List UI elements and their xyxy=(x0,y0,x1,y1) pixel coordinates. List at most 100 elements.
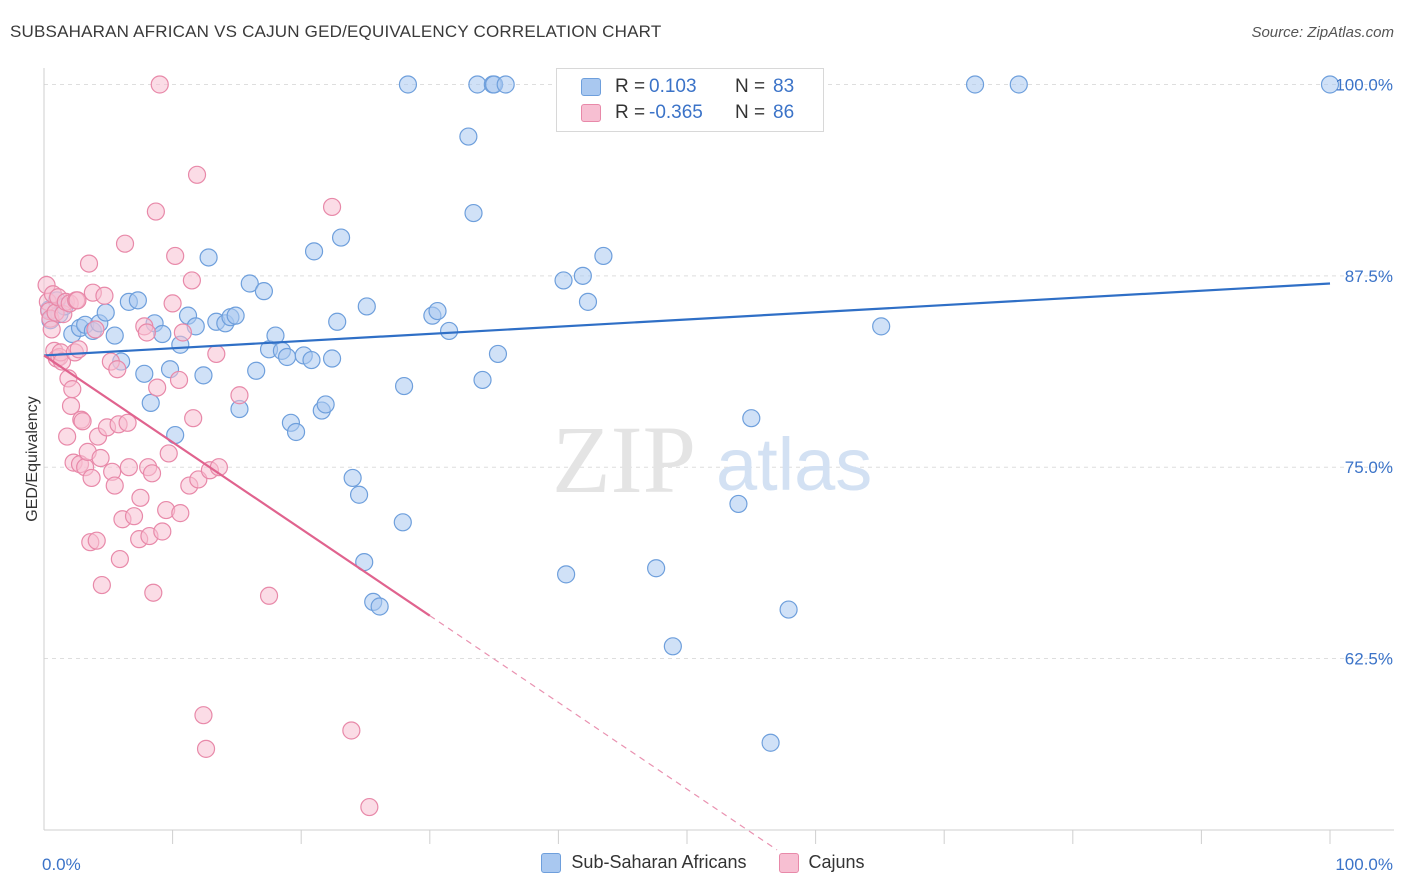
sub-saharan-point xyxy=(247,361,266,380)
cajun-point xyxy=(187,165,207,184)
cajun-point xyxy=(230,386,249,405)
cajun-point xyxy=(68,291,87,310)
axis-layer xyxy=(43,68,1394,844)
sub-saharan-point xyxy=(302,350,321,370)
cajun-point xyxy=(42,320,61,339)
sub-saharan-point xyxy=(394,376,414,396)
x-tick-label: 0.0% xyxy=(42,855,81,874)
sub-saharan-point xyxy=(663,637,682,656)
trend-line-cajuns xyxy=(43,354,431,617)
sub-saharan-point xyxy=(578,292,598,311)
sub-saharan-point xyxy=(1009,75,1028,94)
sub-saharan-point xyxy=(357,297,376,316)
sub-saharan-point xyxy=(779,600,798,619)
sub-saharan-point xyxy=(128,291,147,310)
legend-item-sub-saharan[interactable]: Sub-Saharan Africans xyxy=(541,852,747,873)
cajun-point xyxy=(360,797,379,817)
sub-saharan-point xyxy=(322,349,342,368)
legend-swatch-blue xyxy=(581,78,601,96)
cajun-point xyxy=(108,360,127,379)
sub-saharan-point xyxy=(557,565,576,584)
sub-saharan-point xyxy=(496,75,515,94)
cajun-point xyxy=(196,739,216,758)
series-legend: Sub-Saharan Africans Cajuns xyxy=(0,852,1406,873)
y-tick-label: 100.0% xyxy=(1335,75,1393,94)
chart-source: Source: ZipAtlas.com xyxy=(1251,24,1394,41)
legend-r-value: -0.365 xyxy=(649,102,703,123)
sub-saharan-point xyxy=(141,393,160,413)
sub-saharan-point xyxy=(370,597,389,616)
sub-saharan-point xyxy=(105,326,124,345)
cajun-point xyxy=(169,370,189,390)
sub-saharan-point xyxy=(965,75,985,94)
cajun-point xyxy=(92,575,111,595)
sub-saharan-point xyxy=(761,733,780,752)
sub-saharan-point xyxy=(199,248,218,267)
cajun-point xyxy=(79,254,99,273)
cajun-point xyxy=(69,340,88,359)
legend-r-label: R = xyxy=(615,102,646,123)
cajun-point xyxy=(63,380,82,399)
sub-saharan-point xyxy=(194,366,213,385)
sub-saharan-point xyxy=(226,306,245,325)
sub-saharan-point xyxy=(398,75,418,94)
legend-item-label: Sub-Saharan Africans xyxy=(571,852,747,872)
sub-saharan-point xyxy=(647,559,666,578)
sub-saharan-point xyxy=(439,321,459,341)
cajun-point xyxy=(148,378,167,397)
sub-saharan-point xyxy=(393,513,412,532)
sub-saharan-point xyxy=(240,274,259,293)
legend-swatch-blue xyxy=(541,852,562,873)
sub-saharan-point xyxy=(742,409,761,428)
legend-item-cajuns[interactable]: Cajuns xyxy=(778,852,865,873)
cajun-point xyxy=(259,586,279,605)
cajun-point xyxy=(144,583,163,602)
trend-layer xyxy=(43,282,1331,851)
cajun-point xyxy=(163,294,182,313)
watermark-zip: ZIP xyxy=(552,406,696,513)
sub-saharan-point xyxy=(464,203,483,223)
sub-saharan-point xyxy=(266,326,285,345)
correlation-legend: R = 0.103 N = 83 R = -0.365 N = 86 xyxy=(556,68,824,132)
y-axis-label: GED/Equivalency xyxy=(24,396,41,521)
cajun-point xyxy=(207,344,226,364)
cajun-point xyxy=(194,706,213,725)
sub-saharan-point xyxy=(468,75,487,94)
sub-saharan-point xyxy=(459,127,478,146)
sub-saharan-point xyxy=(254,282,274,301)
cajun-point xyxy=(95,286,114,305)
sub-saharan-point xyxy=(343,468,362,488)
cajun-point xyxy=(142,464,162,483)
legend-row-cajuns: R = -0.365 N = 86 xyxy=(581,100,794,126)
sub-saharan-point xyxy=(316,395,335,414)
legend-n-label: N = xyxy=(735,102,766,123)
legend-item-label: Cajuns xyxy=(808,852,865,872)
sub-saharan-point xyxy=(729,494,748,514)
cajun-point xyxy=(150,75,169,94)
watermark: ZIP atlas xyxy=(552,406,872,513)
cajun-point xyxy=(58,427,77,446)
cajun-point xyxy=(184,409,203,428)
sub-saharan-point xyxy=(331,228,351,247)
legend-swatch-pink xyxy=(778,852,799,873)
cajun-point xyxy=(342,721,361,740)
cajun-point xyxy=(182,271,201,290)
cajun-point xyxy=(124,507,144,526)
y-tick-label: 75.0% xyxy=(1345,458,1393,477)
legend-r-label: R = xyxy=(615,76,646,97)
cajun-point xyxy=(173,323,192,342)
sub-saharan-point xyxy=(594,246,613,266)
cajun-point xyxy=(110,549,129,569)
cajun-point xyxy=(87,531,106,550)
cajun-point xyxy=(166,246,185,266)
tick-label-layer: 62.5% 75.0% 87.5% 100.0% 0.0% 100.0% xyxy=(42,75,1393,874)
sub-saharan-point xyxy=(349,485,369,504)
cajun-point xyxy=(146,202,165,221)
sub-saharan-point xyxy=(573,266,592,285)
cajun-point xyxy=(131,488,150,507)
cajun-point xyxy=(159,444,178,463)
cajun-point xyxy=(115,234,135,253)
series-cajuns-points xyxy=(37,75,379,817)
sub-saharan-point xyxy=(304,242,324,261)
